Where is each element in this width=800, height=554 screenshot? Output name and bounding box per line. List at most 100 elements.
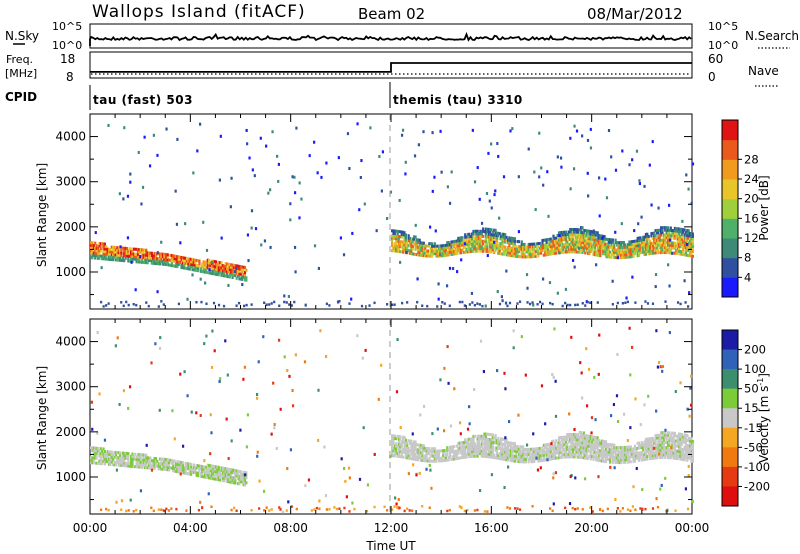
data-cell — [246, 413, 250, 417]
data-cell — [629, 240, 632, 244]
data-cell — [120, 456, 123, 460]
data-cell — [127, 452, 130, 456]
data-cell — [431, 244, 434, 248]
data-cell — [650, 241, 653, 245]
data-cell — [154, 459, 158, 463]
data-cell — [105, 457, 108, 461]
data-cell — [643, 440, 646, 444]
data-cell — [283, 355, 286, 359]
data-cell — [595, 450, 598, 454]
data-cell — [436, 457, 439, 461]
data-cell — [156, 257, 159, 261]
data-cell — [578, 445, 581, 449]
data-cell — [660, 251, 663, 255]
data-cell — [482, 239, 485, 243]
data-cell — [563, 453, 566, 457]
data-cell — [512, 454, 515, 458]
data-cell — [588, 244, 591, 248]
data-cell — [512, 254, 515, 258]
data-cell — [450, 450, 453, 454]
data-cell — [567, 455, 570, 459]
data-cell — [684, 243, 688, 247]
data-cell — [114, 248, 118, 252]
data-cell — [428, 242, 431, 246]
data-cell — [497, 456, 500, 460]
data-cell — [495, 239, 499, 243]
data-cell — [589, 301, 592, 304]
data-cell — [486, 445, 489, 449]
data-cell — [243, 270, 247, 274]
data-cell — [472, 388, 476, 392]
data-cell — [488, 230, 492, 234]
data-cell — [187, 267, 190, 271]
data-cell — [586, 241, 590, 245]
data-cell — [644, 445, 648, 449]
data-cell — [582, 241, 585, 245]
data-cell — [131, 457, 134, 461]
data-cell — [402, 243, 405, 247]
data-cell — [499, 442, 503, 446]
data-cell — [662, 246, 665, 250]
data-cell — [353, 507, 356, 511]
data-cell — [564, 445, 568, 449]
data-cell — [234, 474, 237, 478]
data-cell — [564, 438, 568, 442]
data-cell — [127, 257, 130, 261]
data-cell — [502, 437, 505, 441]
data-cell — [414, 242, 417, 246]
data-cell — [107, 452, 111, 456]
data-cell — [163, 457, 166, 461]
colorbar-tick-label: 4 — [744, 270, 751, 284]
data-cell — [556, 456, 559, 460]
data-cell — [509, 129, 512, 133]
data-cell — [141, 253, 144, 257]
data-cell — [448, 266, 452, 270]
data-cell — [124, 454, 127, 458]
data-cell — [138, 458, 141, 462]
data-cell — [483, 452, 486, 456]
data-cell — [581, 456, 584, 460]
data-cell — [509, 241, 512, 245]
data-cell — [604, 460, 608, 464]
data-cell — [490, 228, 493, 232]
data-cell — [520, 455, 523, 459]
data-cell — [109, 247, 112, 251]
data-cell — [580, 235, 583, 239]
data-cell — [166, 468, 169, 472]
data-cell — [396, 229, 399, 233]
data-cell — [596, 238, 599, 242]
data-cell — [422, 249, 425, 253]
data-cell — [433, 247, 436, 251]
data-cell — [490, 245, 493, 249]
data-cell — [621, 302, 624, 305]
data-cell — [607, 448, 610, 452]
data-cell — [205, 302, 208, 306]
data-cell — [448, 508, 451, 512]
data-cell — [138, 465, 141, 469]
data-cell — [566, 240, 569, 244]
data-cell — [152, 261, 155, 265]
data-cell — [224, 267, 227, 271]
data-cell — [471, 449, 474, 453]
data-cell — [236, 274, 240, 278]
data-cell — [527, 250, 530, 254]
data-cell — [410, 439, 413, 443]
data-cell — [468, 237, 471, 241]
data-cell — [220, 266, 223, 270]
data-cell — [604, 237, 608, 241]
data-cell — [640, 250, 643, 254]
data-cell — [447, 250, 450, 254]
data-cell — [556, 155, 559, 159]
data-cell — [639, 251, 642, 255]
data-cell — [531, 455, 534, 459]
data-cell — [165, 507, 168, 511]
data-cell — [426, 244, 430, 248]
data-cell — [212, 269, 215, 273]
data-cell — [636, 246, 639, 250]
data-cell — [105, 460, 108, 464]
data-cell — [516, 450, 519, 454]
data-cell — [201, 467, 204, 471]
data-cell — [231, 268, 234, 272]
data-cell — [195, 300, 198, 304]
data-cell — [471, 301, 474, 304]
